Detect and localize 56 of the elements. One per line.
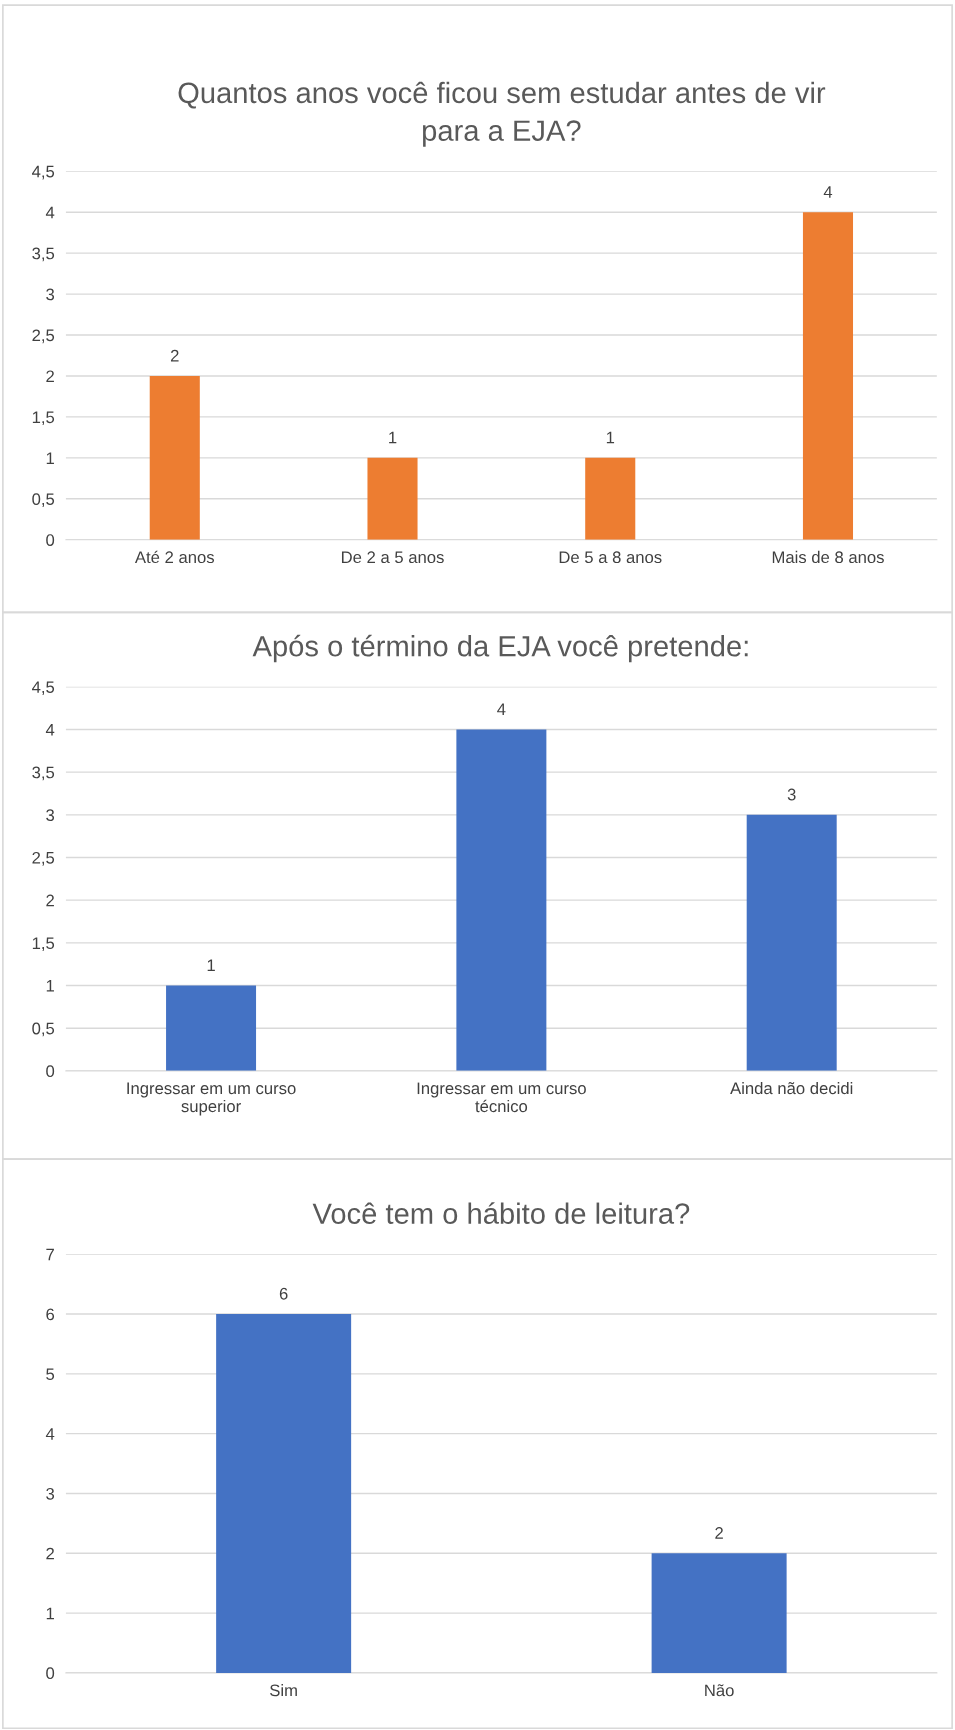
y-tick-label: 4 xyxy=(45,724,55,736)
y-tick-label: 7 xyxy=(46,1248,54,1261)
y-tick-label: 3 xyxy=(46,288,55,301)
y-tick-label: 1 xyxy=(46,1607,54,1620)
y-tick-label: 1 xyxy=(46,980,54,992)
y-tick-label: 2 xyxy=(46,1547,54,1560)
bar xyxy=(456,729,547,1071)
y-tick-label: 5 xyxy=(46,1368,55,1381)
chart-title: Quantos anos você ficou sem estudar antes de vir para a EJA? xyxy=(178,81,826,147)
y-tick-label: 4 xyxy=(45,206,55,219)
chart-title: Você tem o hábito de leitura? xyxy=(312,1202,690,1224)
bar xyxy=(149,375,200,540)
bar xyxy=(367,457,418,540)
y-tick-label: 0 xyxy=(46,1667,55,1680)
data-label: 6 xyxy=(279,1287,288,1300)
y-tick-label: 0 xyxy=(46,1065,55,1078)
y-tick-label: 4,5 xyxy=(32,165,55,180)
y-tick-label: 0,5 xyxy=(32,1022,55,1037)
x-tick-label: De 5 a 8 anos xyxy=(559,551,662,564)
chart-title: Após o término da EJA você pretende: xyxy=(252,634,748,663)
data-label: 3 xyxy=(787,788,796,801)
x-tick-label: Mais de 8 anos xyxy=(772,550,884,564)
x-tick-label: Sim xyxy=(270,1684,297,1697)
data-label: 4 xyxy=(823,186,833,198)
data-label: 2 xyxy=(170,349,179,362)
data-label: 4 xyxy=(497,703,506,715)
y-tick-label: 3,5 xyxy=(32,247,55,262)
y-tick-label: 1,5 xyxy=(32,937,55,952)
x-tick-label: Ingressar em um curso técnico xyxy=(417,1082,586,1113)
bar xyxy=(802,212,854,540)
data-label: 1 xyxy=(606,431,615,444)
y-tick-label: 4 xyxy=(45,1428,55,1440)
x-tick-label: De 2 a 5 anos xyxy=(341,551,444,564)
bar xyxy=(166,985,257,1071)
y-tick-label: 2,5 xyxy=(32,329,55,344)
x-tick-label: Até 2 anos xyxy=(134,550,215,564)
y-tick-label: 6 xyxy=(46,1308,55,1321)
y-tick-label: 3 xyxy=(46,809,55,822)
y-tick-label: 2 xyxy=(46,894,54,907)
x-tick-label: Ainda não decidi xyxy=(730,1081,853,1095)
data-label: 1 xyxy=(389,431,397,444)
bar xyxy=(746,814,837,1071)
x-tick-label: Ingressar em um curso superior xyxy=(127,1082,296,1116)
data-label: 2 xyxy=(715,1527,723,1539)
y-tick-label: 3,5 xyxy=(32,766,55,781)
bar xyxy=(585,457,636,540)
y-tick-label: 1,5 xyxy=(32,411,55,426)
data-label: 1 xyxy=(207,959,215,971)
y-tick-label: 2,5 xyxy=(32,851,55,866)
x-tick-label: Não xyxy=(705,1684,734,1697)
y-tick-label: 3 xyxy=(46,1487,55,1500)
y-tick-label: 0,5 xyxy=(32,493,55,507)
y-tick-label: 1 xyxy=(46,452,54,464)
y-tick-label: 0 xyxy=(46,534,55,546)
y-tick-label: 2 xyxy=(46,370,54,383)
y-tick-label: 4,5 xyxy=(32,681,55,695)
